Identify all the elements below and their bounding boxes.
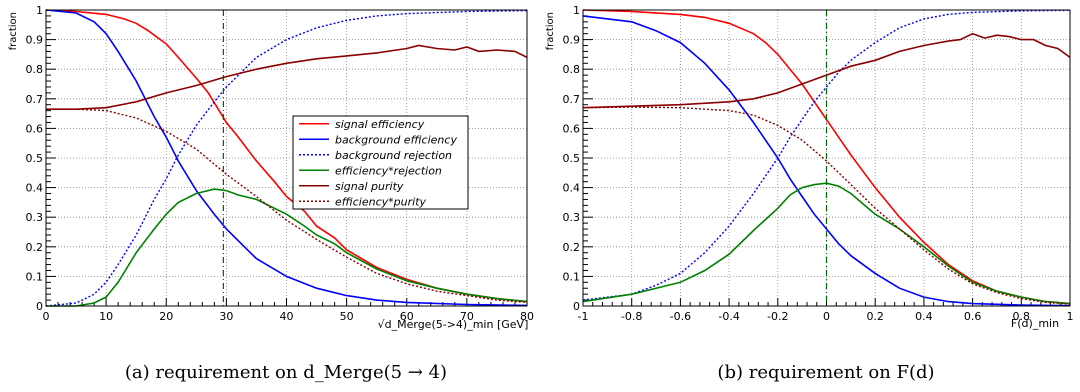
y-tick-label: 1 (573, 4, 580, 17)
y-tick-label: 0.8 (563, 63, 581, 76)
y-tick-label: 0 (36, 300, 43, 313)
series-line-efficiency-rejection (46, 188, 528, 307)
legend-entry: signal efficiency (335, 118, 425, 131)
x-tick-label: 30 (219, 310, 233, 323)
series-line-background-efficiency (45, 9, 528, 307)
series-line-signal-efficiency (582, 9, 1071, 305)
y-tick-label: 0.1 (26, 270, 44, 283)
series-line-efficiency-rejection (582, 182, 1071, 305)
y-axis-label: fraction (8, 12, 19, 50)
x-axis-label: √d_Merge(5->4)_min [GeV] (378, 318, 529, 331)
figure-caption: (b) requirement on F(d) (717, 362, 934, 383)
x-tick-label: 0.2 (866, 310, 884, 323)
figure-caption: (a) requirement on d_Merge(5 → 4) (125, 362, 447, 383)
series-line-background-efficiency (582, 15, 1071, 307)
y-tick-label: 0.7 (563, 93, 581, 106)
x-axis-label: F(d)_min (1011, 317, 1059, 330)
plot-frame (582, 9, 1071, 307)
y-tick-label: 0.5 (563, 152, 581, 165)
series-line-background-rejection (582, 9, 1071, 301)
series-line-efficiency-purity (582, 106, 1071, 305)
x-tick-label: -1 (578, 310, 589, 323)
x-tick-label: -0.2 (767, 310, 788, 323)
x-tick-label: 50 (340, 310, 354, 323)
series-line-efficiency-purity (46, 108, 528, 304)
y-tick-label: 0.9 (26, 34, 44, 47)
legend-entry: signal purity (335, 180, 404, 193)
y-tick-label: 0.2 (563, 241, 581, 254)
legend-entry: efficiency*rejection (335, 164, 442, 177)
x-tick-label: 0.4 (915, 310, 933, 323)
y-tick-label: 0.4 (563, 182, 581, 195)
x-tick-label: 80 (520, 310, 534, 323)
chart-panel-b: -1 -0.8 -0.6 -0.4 -0.2 0 0.2 0.4 0.6 0.8 1 0 0.1 0.2 0… (545, 4, 1074, 383)
chart-panel-a: 0 10 20 30 40 50 60 70 80 0 0.1 0.2 0.3 0.4 0.5 0.6 0.7 0… (8, 4, 534, 383)
y-tick-label: 0.1 (563, 270, 581, 283)
y-tick-label: 0.7 (26, 93, 44, 106)
x-tick-label: -0.8 (621, 310, 642, 323)
x-tick-label: 70 (460, 310, 474, 323)
x-tick-label: 0 (823, 310, 830, 323)
series-line-signal-efficiency (45, 9, 528, 303)
x-tick-label: 20 (159, 310, 173, 323)
legend-entry: background efficiency (335, 133, 457, 146)
x-tick-label: 1 (1067, 310, 1074, 323)
x-tick-label: 10 (99, 310, 113, 323)
y-tick-label: 0.5 (26, 152, 44, 165)
x-tick-label: -0.6 (670, 310, 691, 323)
y-tick-label: 0.9 (563, 34, 581, 47)
y-tick-label: 0 (573, 300, 580, 313)
legend-entry: background rejection (335, 149, 452, 162)
plot-frame (45, 9, 528, 307)
x-tick-label: 60 (400, 310, 414, 323)
x-tick-label: 40 (280, 310, 294, 323)
y-tick-label: 0.3 (26, 211, 44, 224)
legend-box (292, 115, 469, 210)
y-tick-label: 1 (36, 4, 43, 17)
series-line-signal-purity (582, 32, 1071, 109)
y-axis-label: fraction (545, 12, 556, 50)
x-tick-label: 0.8 (1013, 310, 1031, 323)
series-line-signal-purity (46, 44, 528, 110)
y-tick-label: 0.2 (26, 241, 44, 254)
y-tick-label: 0.4 (26, 182, 44, 195)
x-tick-label: -0.4 (718, 310, 739, 323)
y-tick-label: 0.3 (563, 211, 581, 224)
legend-entry: efficiency*purity (335, 195, 427, 208)
x-tick-label: 0 (43, 310, 50, 323)
series-line-background-rejection (45, 9, 528, 307)
x-tick-label: 0.6 (964, 310, 982, 323)
y-tick-label: 0.6 (26, 122, 44, 135)
y-tick-label: 0.8 (26, 63, 44, 76)
y-tick-label: 0.6 (563, 122, 581, 135)
